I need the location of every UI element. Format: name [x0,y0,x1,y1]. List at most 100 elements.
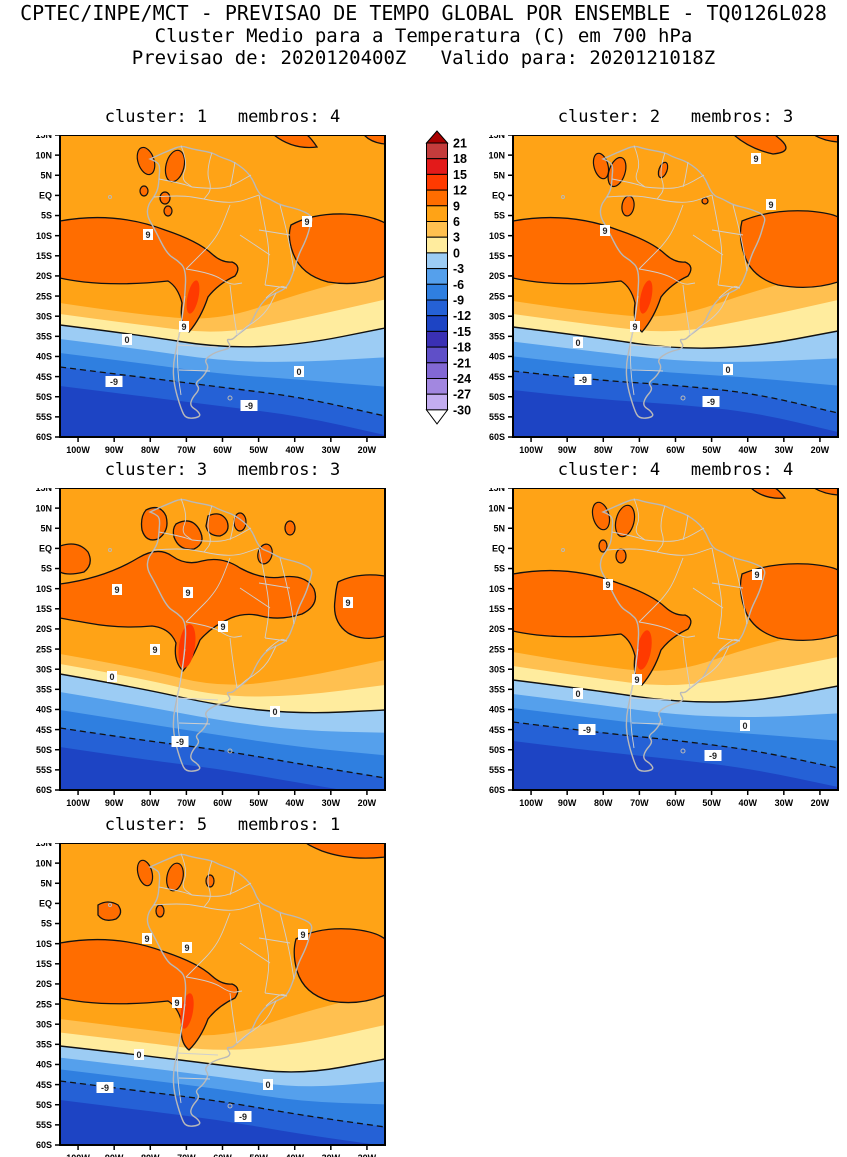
lat-tick-label: 50S [489,392,505,402]
colorbar-cell [426,205,448,223]
lat-tick-label: 10N [35,150,52,160]
contour-label: 9 [181,322,186,332]
lat-tick-label: 20S [36,271,52,281]
lat-tick-label: EQ [492,191,505,201]
lat-tick-label: 30S [36,1019,52,1029]
lat-tick-label: 35S [36,685,52,695]
lon-tick-label: 90W [105,445,124,455]
lon-tick-label: 100W [519,798,543,808]
south-america-coastline [146,145,313,419]
contour-label: 9 [300,930,305,940]
chart-subtitle: Cluster Medio para a Temperatura (C) em … [154,25,693,47]
contour-label: 9 [602,226,607,236]
lon-tick-label: 20W [811,798,830,808]
map-panel-3: 9 9 9 9 9 0 0 -9 15N 10N 5N EQ 5S 10S 15S 20S 25S 30S 35S 4… [35,483,386,808]
lat-tick-label: 10N [35,503,52,513]
lat-tick-label: 20S [36,624,52,634]
lat-tick-label: 60S [489,432,505,442]
lon-tick-label: 40W [285,1153,304,1157]
colorbar-cell [426,221,448,238]
lon-tick-label: 20W [358,445,377,455]
lon-tick-label: 50W [249,798,268,808]
lon-tick-label: 40W [285,445,304,455]
lat-tick-label: 15S [36,959,52,969]
lon-tick-label: 40W [738,445,757,455]
contour-label: 9 [632,322,637,332]
contour-label: 0 [265,1080,270,1090]
lon-tick-label: 80W [141,445,160,455]
colorbar-label: -12 [453,309,471,323]
lat-tick-label: 50S [36,745,52,755]
contour-label: 0 [575,338,580,348]
lon-tick-label: 90W [558,798,577,808]
lat-tick-label: 25S [36,291,52,301]
lat-tick-label: 5N [40,170,52,180]
contour-label: 9 [174,998,179,1008]
lon-tick-label: 20W [358,798,377,808]
lat-tick-label: 60S [36,432,52,442]
contour-label: 9 [754,570,759,580]
lat-tick-label: 20S [489,271,505,281]
contour-label: 0 [742,721,747,731]
panel-1-title: cluster: 1 membros: 4 [104,107,341,127]
lat-tick-label: 30S [489,664,505,674]
lon-tick-label: 30W [322,1153,341,1157]
colorbar-arrow-bottom [425,409,449,425]
colorbar-cell [426,378,448,395]
colorbar-label: -27 [453,388,471,402]
colorbar-cell [426,142,448,160]
map-panel-5: 9 9 9 9 0 0 -9 -9 15N 10N 5N EQ 5S 10S 15S 20S 25S 30S 35S… [35,838,386,1157]
lat-tick-label: EQ [39,191,52,201]
lat-tick-label: 5S [494,211,505,221]
lat-tick-label: 10S [36,939,52,949]
lat-tick-label: 35S [36,332,52,342]
contour-label: -9 [709,751,717,761]
lat-tick-label: 15S [36,251,52,261]
lat-tick-label: 55S [36,412,52,422]
lat-tick-label: 5N [493,523,505,533]
colorbar-cell [426,252,448,270]
lon-tick-label: 50W [249,1153,268,1157]
map-panel-4: 9 9 9 0 0 -9 -9 15N 10N 5N EQ 5S 10S 15S 20S 25S 30S 35S 4… [488,483,839,808]
contour-label: -9 [239,1112,247,1122]
lat-tick-label: 45S [36,372,52,382]
lat-tick-label: EQ [39,899,52,909]
lat-tick-label: 10N [488,503,505,513]
lat-tick-label: 50S [36,392,52,402]
map-panel-4-host: 9 9 9 0 0 -9 -9 15N 10N 5N EQ 5S 10S 15S 20S 25S 30S 35S 4… [479,483,847,818]
lon-tick-label: 30W [775,445,794,455]
lat-tick-label: 15N [35,843,52,848]
south-america-coastline [146,853,313,1127]
lat-tick-label: 15S [36,604,52,614]
colorbar-cell [426,315,448,332]
lat-tick-label: 40S [36,1060,52,1070]
colorbar-cell [426,299,448,317]
lon-tick-label: 100W [66,798,90,808]
colorbar-label: -6 [453,278,464,292]
lon-tick-label: 50W [702,798,721,808]
south-america-coastline [599,145,766,419]
lon-tick-label: 60W [213,445,232,455]
contour-label: -9 [245,401,253,411]
panel-4-title: cluster: 4 membros: 4 [557,460,794,480]
lat-tick-label: 35S [36,1040,52,1050]
lon-tick-label: 40W [285,798,304,808]
contour-label: 9 [768,200,773,210]
colorbar-label: -9 [453,294,464,308]
contour-label: 9 [184,943,189,953]
lon-tick-label: 70W [177,445,196,455]
colorbar-label: -3 [453,262,464,276]
lat-tick-label: 5N [40,523,52,533]
colorbar-cell [426,362,448,380]
lat-tick-label: 40S [489,705,505,715]
contour-label: -9 [176,737,184,747]
lat-tick-label: 10S [36,231,52,241]
lat-tick-label: 25S [489,291,505,301]
lat-tick-label: 25S [36,644,52,654]
lon-tick-label: 50W [702,445,721,455]
colorbar-cell [426,189,448,207]
lat-tick-label: 60S [36,1140,52,1150]
colorbar-label: -24 [453,372,471,386]
lat-tick-label: 10N [488,150,505,160]
colorbar-label: 15 [453,168,467,182]
